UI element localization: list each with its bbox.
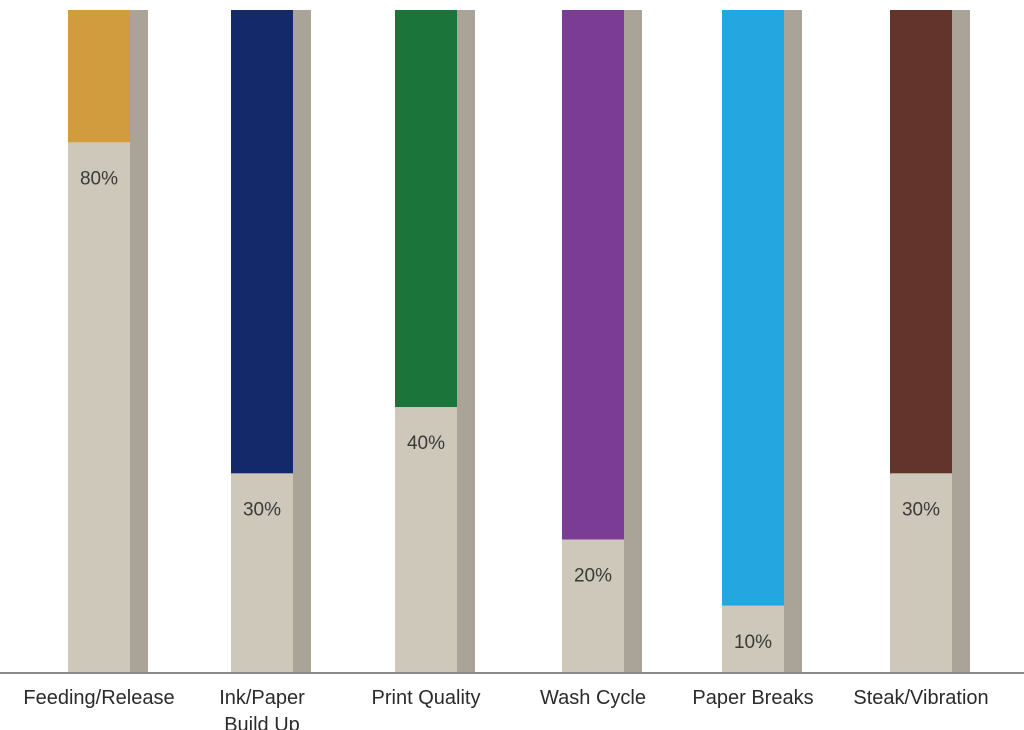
bar-value-0 [68,142,130,672]
category-label-2: Print Quality [372,687,481,709]
category-label-5: Steak/Vibration [853,687,988,709]
category-label-line-4-0: Paper Breaks [692,687,813,709]
bar-shadow-4 [784,10,802,672]
data-label-5: 30% [902,499,940,520]
bar-shadow-0 [130,10,148,672]
bar-remainder-4 [722,10,784,606]
bar-shadow-5 [952,10,970,672]
category-labels-group: Feeding/Release Ink/Paper Build Up Print Qu… [23,687,988,730]
bar-shadow-1 [293,10,311,672]
data-label-4: 10% [734,632,772,653]
bars-group: 80% 30% 40% 20% 10% 30% [68,10,970,672]
category-label-line-5-0: Steak/Vibration [853,687,988,709]
category-label-line-1-0: Ink/Paper [219,687,305,709]
data-label-1: 30% [243,499,281,520]
category-label-4: Paper Breaks [692,687,813,709]
category-label-line-0-0: Feeding/Release [23,687,174,709]
bar-remainder-3 [562,10,624,540]
bar-value-3 [562,539,624,672]
bar-remainder-5 [890,10,952,474]
category-label-line-1-1: Build Up [224,714,300,730]
bar-remainder-0 [68,10,130,143]
bar-shadow-3 [624,10,642,672]
category-label-0: Feeding/Release [23,687,174,709]
bar-remainder-2 [395,10,457,408]
data-label-3: 20% [574,566,612,587]
category-label-line-2-0: Print Quality [372,687,481,709]
bar-value-5 [890,473,952,672]
bar-shadow-2 [457,10,475,672]
data-label-0: 80% [80,168,118,189]
data-label-2: 40% [407,433,445,454]
bar-value-2 [395,407,457,672]
category-label-3: Wash Cycle [540,687,646,709]
category-label-line-3-0: Wash Cycle [540,687,646,709]
category-label-1: Ink/Paper Build Up [219,687,305,730]
bar-value-1 [231,473,293,672]
bar-value-4 [722,605,784,672]
bar-remainder-1 [231,10,293,474]
